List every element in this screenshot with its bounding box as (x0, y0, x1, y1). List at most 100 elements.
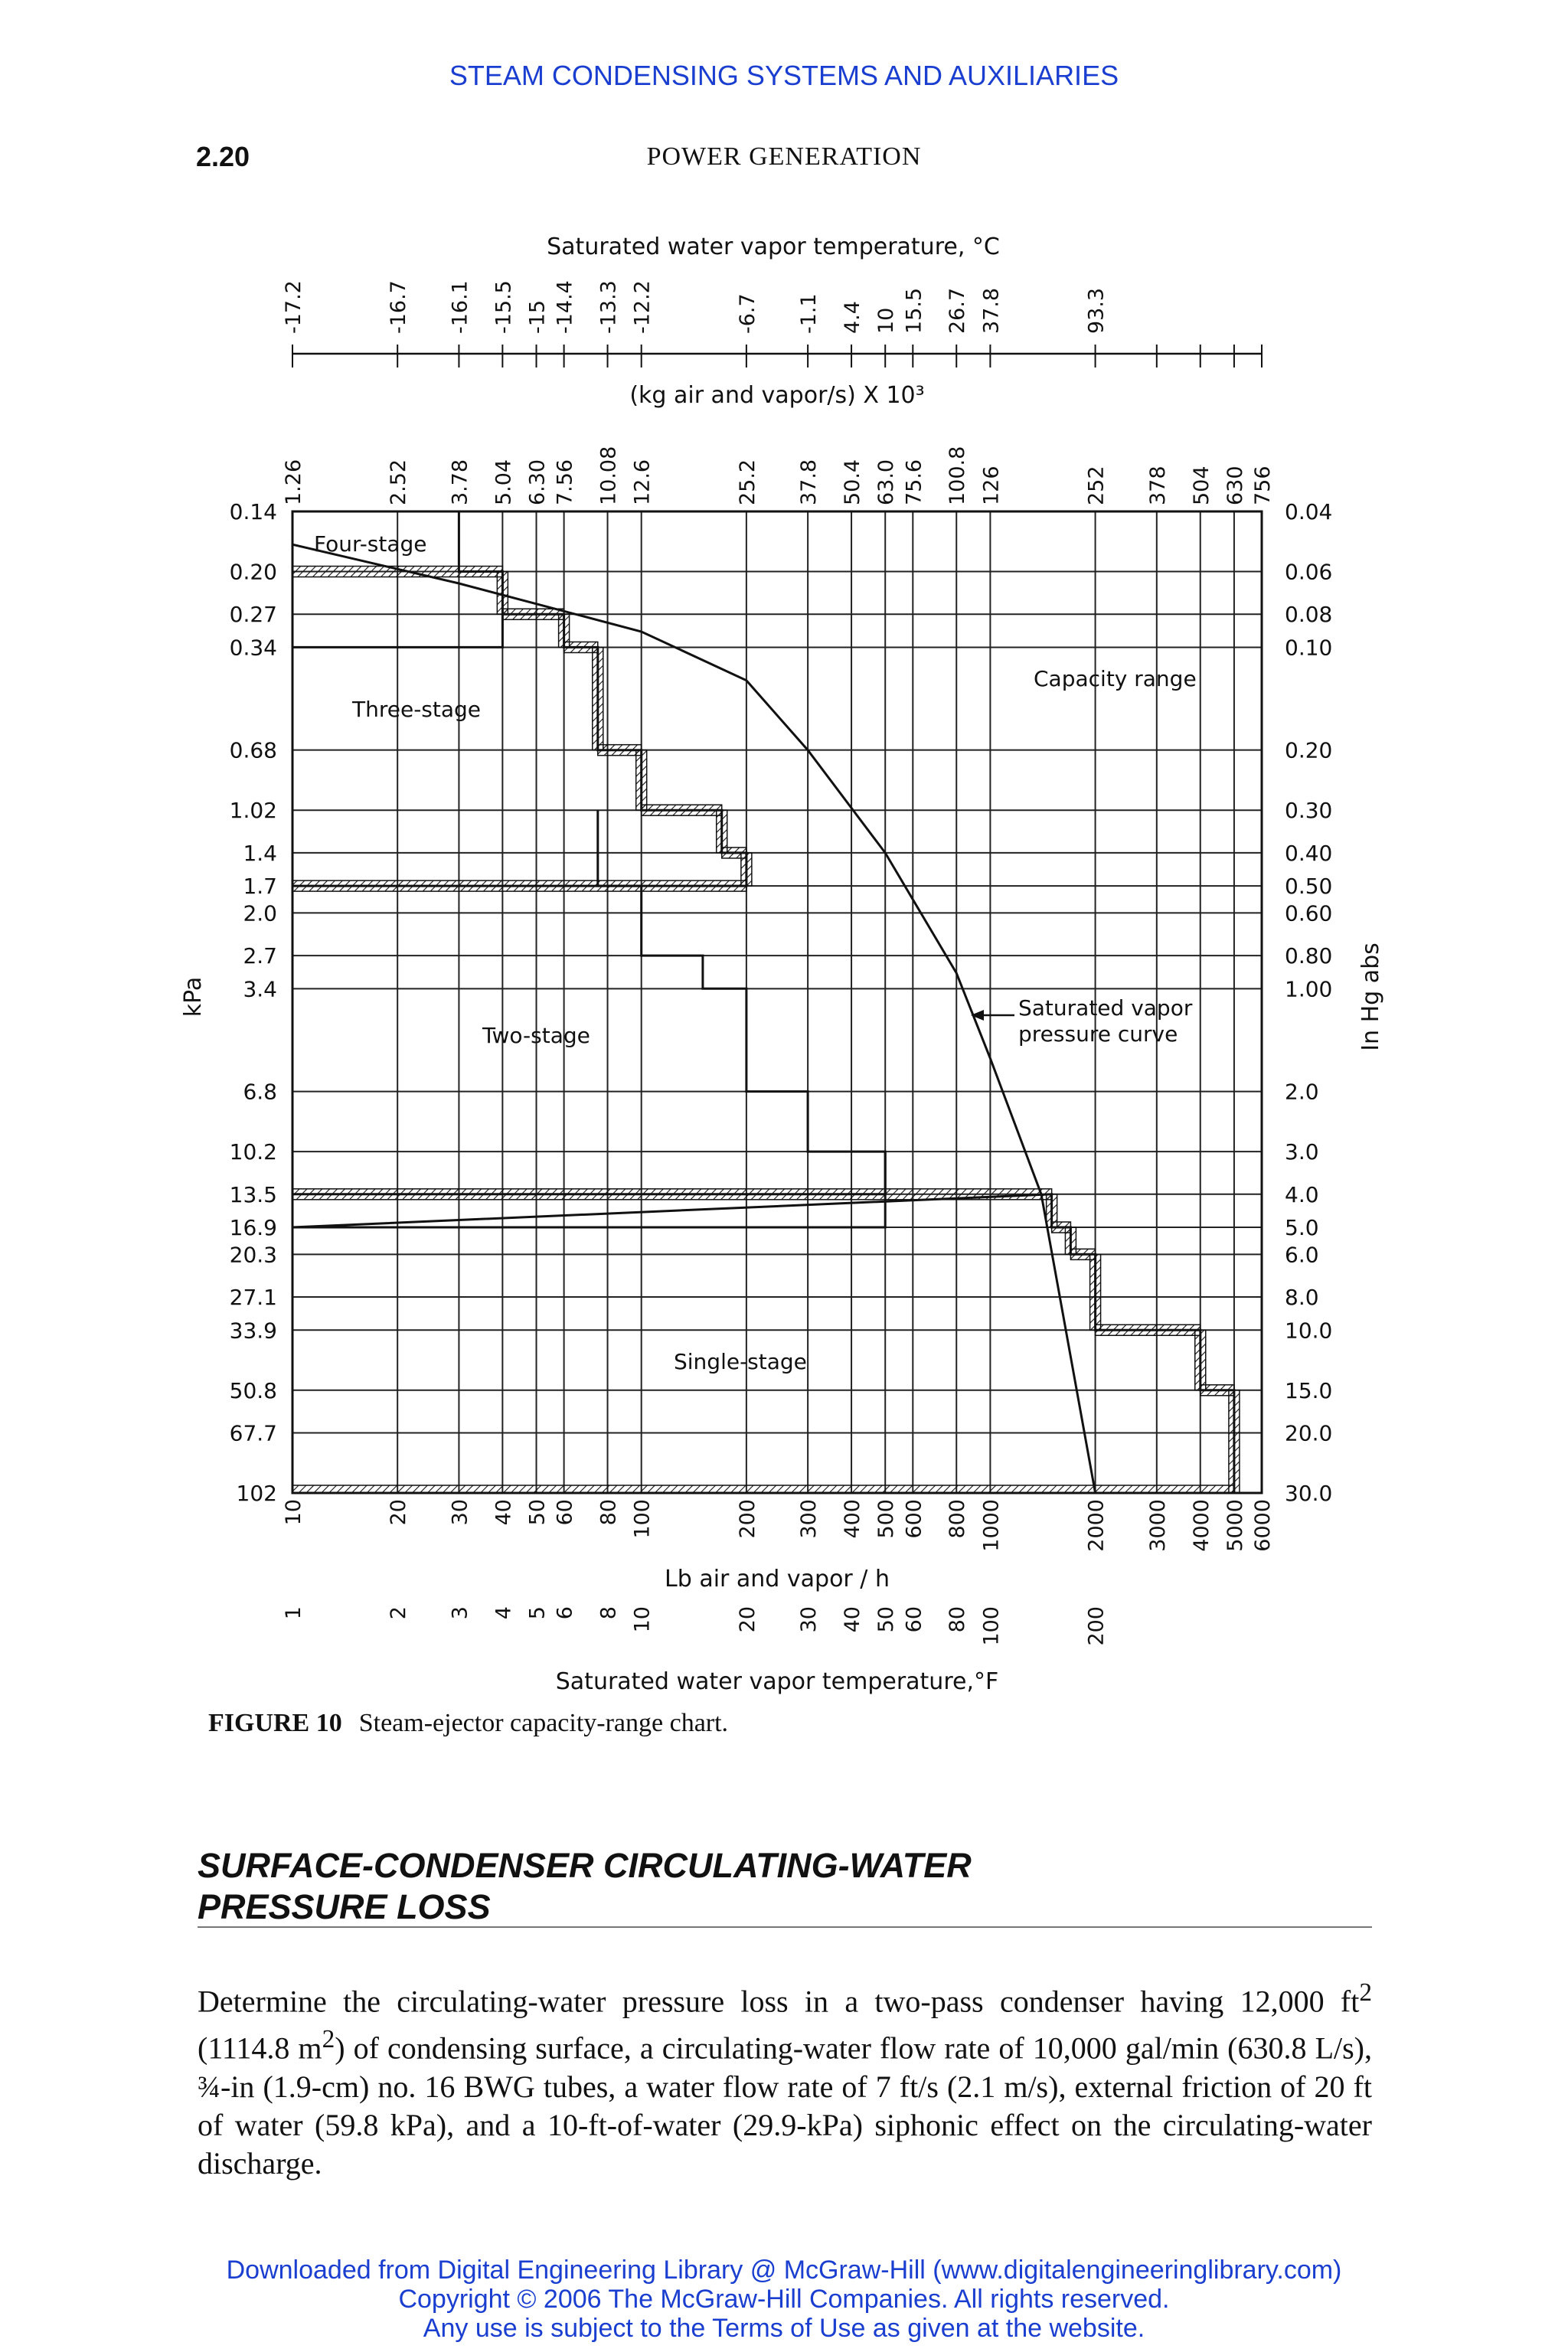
top-temp-label-12: 15.5 (902, 288, 926, 334)
book-title: POWER GENERATION (646, 142, 922, 171)
top-temp-label-14: 37.8 (979, 288, 1003, 334)
superscript-m2: 2 (322, 2025, 335, 2054)
x-tick-label-2: 30 (448, 1499, 472, 1525)
page-number: 2.20 (196, 141, 250, 172)
inhg-tick-label-16: 8.0 (1285, 1285, 1319, 1310)
footer-line-1[interactable]: Downloaded from Digital Engineering Libr… (226, 2256, 1342, 2285)
footer-line-2: Copyright © 2006 The McGraw-Hill Compani… (398, 2285, 1170, 2314)
inhg-tick-label-13: 4.0 (1285, 1182, 1319, 1207)
capacity-range-chart: Four-stage Three-stage Two-stage Single-sta… (180, 234, 1384, 1695)
top-temp-label-0: -17.2 (282, 280, 305, 334)
top-temp-label-9: -1.1 (797, 293, 821, 334)
x-tick-label-18: 5000 (1223, 1499, 1247, 1552)
inhg-tick-label-9: 0.80 (1285, 943, 1332, 969)
kg-tick-label-6: 10.08 (597, 446, 621, 505)
top-temp-label-11: 10 (874, 308, 898, 334)
section-title-line-2: PRESSURE LOSS (198, 1887, 491, 1926)
kpa-tick-label-15: 20.3 (230, 1242, 277, 1267)
top-temp-label-13: 26.7 (946, 288, 969, 334)
kpa-tick-label-14: 16.9 (230, 1215, 277, 1240)
inhg-tick-label-19: 20.0 (1285, 1420, 1332, 1446)
inhg-tick-label-20: 30.0 (1285, 1481, 1332, 1506)
bottom-temp-label-6: 8 (597, 1606, 621, 1619)
bottom-temp-label-5: 6 (554, 1606, 577, 1619)
kg-tick-label-11: 63.0 (874, 459, 898, 505)
inhg-tick-label-12: 3.0 (1285, 1139, 1319, 1165)
region-label-3: Single-stage (674, 1349, 807, 1374)
region-label-0: Four-stage (314, 531, 427, 557)
kpa-tick-label-20: 102 (237, 1481, 277, 1506)
bottom-temp-label-7: 10 (631, 1606, 655, 1632)
figure-caption: FIGURE 10 Steam-ejector capacity-range ch… (208, 1709, 728, 1738)
stage-boundary-1 (292, 612, 748, 887)
kpa-tick-label-16: 27.1 (230, 1285, 277, 1310)
x-tick-label-3: 40 (492, 1499, 515, 1525)
inhg-tick-label-10: 1.00 (1285, 976, 1332, 1001)
kpa-tick-label-6: 1.4 (243, 841, 277, 866)
x-tick-label-16: 3000 (1146, 1499, 1170, 1552)
left-axis-title: kPa (180, 977, 207, 1018)
x-tick-label-10: 400 (841, 1499, 864, 1539)
kpa-tick-label-17: 33.9 (230, 1318, 277, 1343)
bottom-temp-label-13: 80 (946, 1606, 969, 1632)
kg-tick-label-16: 378 (1146, 466, 1170, 505)
body-part-3: ) of condensing surface, a circulating-w… (198, 2030, 1373, 2180)
kpa-tick-label-4: 0.68 (230, 738, 277, 763)
saturated-vapor-curve (292, 543, 1097, 1494)
annotation-arrowhead (971, 1010, 984, 1021)
bottom-temp-label-2: 3 (448, 1606, 472, 1619)
bottom-temp-label-10: 40 (841, 1606, 864, 1632)
x-tick-label-5: 60 (554, 1499, 577, 1525)
kg-tick-label-10: 50.4 (841, 459, 864, 505)
right-axis-title: In Hg abs (1357, 942, 1384, 1051)
kg-tick-label-15: 252 (1085, 466, 1109, 505)
top-temp-label-2: -16.1 (448, 280, 472, 334)
kpa-tick-label-12: 10.2 (230, 1139, 277, 1165)
kg-tick-label-4: 6.30 (526, 459, 550, 505)
kg-tick-label-13: 100.8 (946, 446, 969, 505)
x-tick-label-14: 1000 (979, 1499, 1003, 1552)
kpa-tick-label-5: 1.02 (230, 798, 277, 823)
x-tick-label-9: 300 (797, 1499, 821, 1539)
section-rule (198, 1926, 1372, 1928)
figure-caption-text: Steam-ejector capacity-range chart. (358, 1709, 729, 1737)
stage-boundary-3 (292, 1152, 1236, 1494)
kpa-tick-label-1: 0.20 (230, 560, 277, 585)
bottom-temp-label-0: 1 (282, 1606, 305, 1619)
inhg-tick-label-4: 0.20 (1285, 738, 1332, 763)
bottom-temp-label-3: 4 (492, 1606, 515, 1619)
kg-tick-label-0: 1.26 (282, 459, 305, 505)
kg-tick-label-19: 756 (1251, 466, 1275, 505)
x-axis-title: Lb air and vapor / h (665, 1566, 890, 1592)
bottom-temp-label-15: 200 (1085, 1606, 1109, 1646)
top-temp-label-3: -15.5 (492, 280, 515, 334)
kpa-tick-label-13: 13.5 (230, 1182, 277, 1207)
bottom-axis-title: Saturated water vapor temperature,°F (556, 1668, 999, 1695)
inhg-tick-label-17: 10.0 (1285, 1318, 1332, 1343)
bottom-temp-label-8: 20 (736, 1606, 760, 1632)
top-temp-label-10: 4.4 (841, 301, 864, 334)
x-tick-label-15: 2000 (1085, 1499, 1109, 1552)
bottom-temp-label-14: 100 (979, 1606, 1003, 1646)
kpa-tick-label-2: 0.27 (230, 602, 277, 627)
x-tick-label-13: 800 (946, 1499, 969, 1539)
inhg-tick-label-8: 0.60 (1285, 900, 1332, 926)
inhg-tick-label-6: 0.40 (1285, 841, 1332, 866)
x-tick-label-7: 100 (631, 1499, 655, 1539)
inhg-tick-label-7: 0.50 (1285, 874, 1332, 899)
x-tick-label-17: 4000 (1190, 1499, 1214, 1552)
top-temp-label-5: -14.4 (554, 280, 577, 334)
bottom-temp-label-11: 50 (874, 1606, 898, 1632)
kpa-tick-label-9: 2.7 (243, 943, 277, 969)
annotation-line-2: pressure curve (1018, 1021, 1178, 1047)
region-label-4: Capacity range (1034, 666, 1197, 691)
top-axis-title: Saturated water vapor temperature, °C (547, 234, 1000, 260)
region-label-1: Three-stage (351, 697, 481, 722)
kpa-tick-label-3: 0.34 (230, 635, 277, 660)
kg-tick-label-8: 25.2 (736, 459, 760, 505)
body-part-2: (1114.8 m (198, 2030, 322, 2066)
inhg-tick-label-15: 6.0 (1285, 1242, 1319, 1267)
section-title-line-1: SURFACE-CONDENSER CIRCULATING-WATER (198, 1846, 972, 1885)
inhg-tick-label-18: 15.0 (1285, 1378, 1332, 1403)
inhg-tick-label-11: 2.0 (1285, 1080, 1319, 1105)
